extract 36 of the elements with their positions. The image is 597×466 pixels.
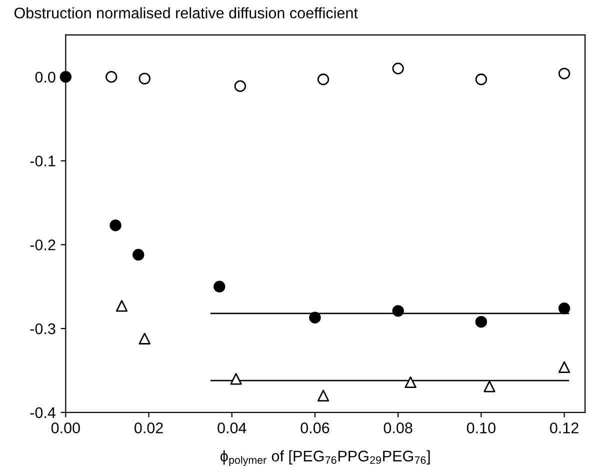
point (309, 312, 321, 324)
point (475, 316, 488, 328)
point (106, 71, 118, 83)
x-tick-label: 0.10 (466, 422, 496, 434)
y-tick-label: -0.2 (30, 240, 56, 250)
text: ϕ$_{polymer}$ of [PEG$_{76}$PPG$_{29}$PEG$_{76}$] (220, 450, 430, 466)
y-tick-label: -0.1 (30, 156, 56, 166)
x-tick-label: 0.00 (51, 422, 80, 434)
x-tick-label: 0.12 (550, 422, 578, 434)
x-tick-label: 0.08 (384, 422, 412, 434)
point (138, 332, 150, 344)
point (214, 280, 226, 292)
point (230, 373, 242, 385)
point (110, 220, 122, 232)
point (392, 305, 404, 317)
point (558, 361, 570, 373)
point (132, 248, 144, 261)
point (138, 72, 150, 84)
chart-title: Obstruction normalised relative diffusion coefficient (14, 7, 358, 18)
point (392, 62, 404, 74)
point (484, 380, 496, 392)
y-tick-label: 0.0 (35, 72, 56, 83)
point (558, 302, 570, 314)
x-tick-label: 0.02 (134, 422, 163, 434)
point (475, 74, 488, 86)
point (317, 390, 330, 402)
y-tick-label: -0.4 (30, 407, 56, 418)
point (317, 74, 330, 86)
x-tick-label: 0.06 (300, 422, 330, 434)
x-tick-label: 0.04 (218, 422, 246, 434)
y-tick-label: -0.3 (30, 323, 56, 334)
point (116, 300, 128, 312)
point (234, 80, 246, 92)
point (404, 376, 416, 388)
point (60, 71, 72, 83)
point (558, 68, 570, 80)
